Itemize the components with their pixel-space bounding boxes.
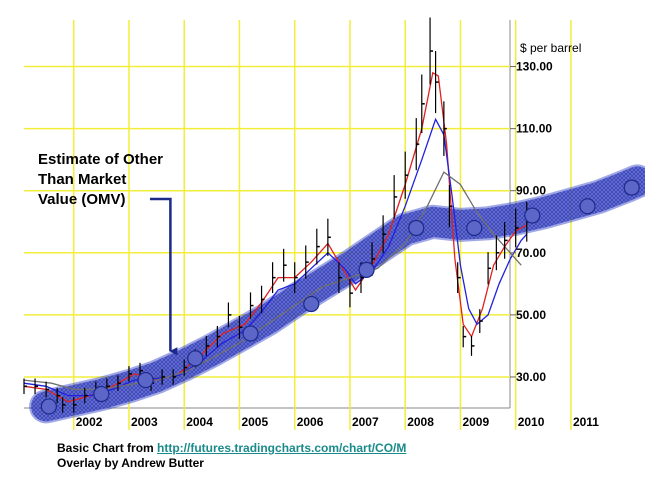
- x-tick-label-2: 2004: [186, 415, 213, 429]
- y-tick-label-1: 50.00: [516, 308, 546, 322]
- annotation-line-3: Value (OMV): [38, 191, 126, 208]
- x-tick-label-0: 2002: [76, 415, 103, 429]
- footer-credit: Overlay by Andrew Butter: [57, 456, 204, 470]
- annotation-line-1: Estimate of Other: [38, 151, 163, 168]
- series-line-2: [23, 171, 522, 391]
- omv-marker-7: [408, 219, 425, 237]
- x-tick-label-9: 2011: [573, 415, 599, 429]
- x-tick-label-1: 2003: [131, 415, 158, 429]
- y-tick-label-2: 70.00: [516, 246, 546, 260]
- x-tick-label-7: 2009: [462, 415, 489, 429]
- omv-marker-5: [303, 295, 320, 313]
- omv-marker-11: [623, 179, 640, 196]
- x-tick-label-3: 2005: [241, 415, 268, 429]
- x-tick-label-6: 2008: [407, 415, 434, 429]
- annotation-arrow: [150, 197, 178, 356]
- omv-band: [31, 166, 645, 422]
- x-tick-label-5: 2007: [352, 415, 379, 429]
- omv-marker-1: [93, 385, 110, 403]
- omv-marker-6: [358, 261, 375, 278]
- omv-marker-9: [524, 207, 541, 224]
- footer-source-prefix: Basic Chart from: [57, 441, 158, 455]
- annotation-line-2: Than Market: [38, 171, 126, 188]
- omv-marker-10: [579, 198, 596, 215]
- y-tick-labels: 30.00 50.00 70.00 90.00 110.00 130.00: [510, 60, 553, 384]
- x-tick-label-4: 2006: [297, 415, 324, 429]
- x-tick-labels: 2002 2003 2004 2005 2006 2007 2008 2009 2010 2011: [76, 415, 600, 429]
- y-tick-label-5: 130.00: [516, 60, 553, 74]
- y-tick-label-3: 90.00: [516, 184, 546, 198]
- omv-band-layer: [29, 164, 645, 424]
- omv-marker-2: [137, 371, 154, 389]
- omv-marker-4: [242, 325, 259, 342]
- y-tick-label-0: 30.00: [516, 370, 546, 384]
- x-tick-label-8: 2010: [518, 415, 545, 429]
- omv-marker-0: [40, 398, 57, 415]
- omv-marker-layer: [40, 179, 640, 415]
- source-link[interactable]: http://futures.tradingcharts.com/chart/C…: [157, 441, 407, 455]
- omv-marker-8: [466, 219, 483, 237]
- omv-annotation: Estimate of Other Than Market Value (OMV…: [38, 151, 178, 356]
- omv-marker-3: [187, 350, 204, 367]
- y-tick-label-4: 110.00: [516, 122, 552, 136]
- grid: [24, 20, 572, 430]
- y-axis-label: $ per barrel: [520, 41, 581, 55]
- footer-source: Basic Chart from http://futures.tradingc…: [57, 441, 406, 455]
